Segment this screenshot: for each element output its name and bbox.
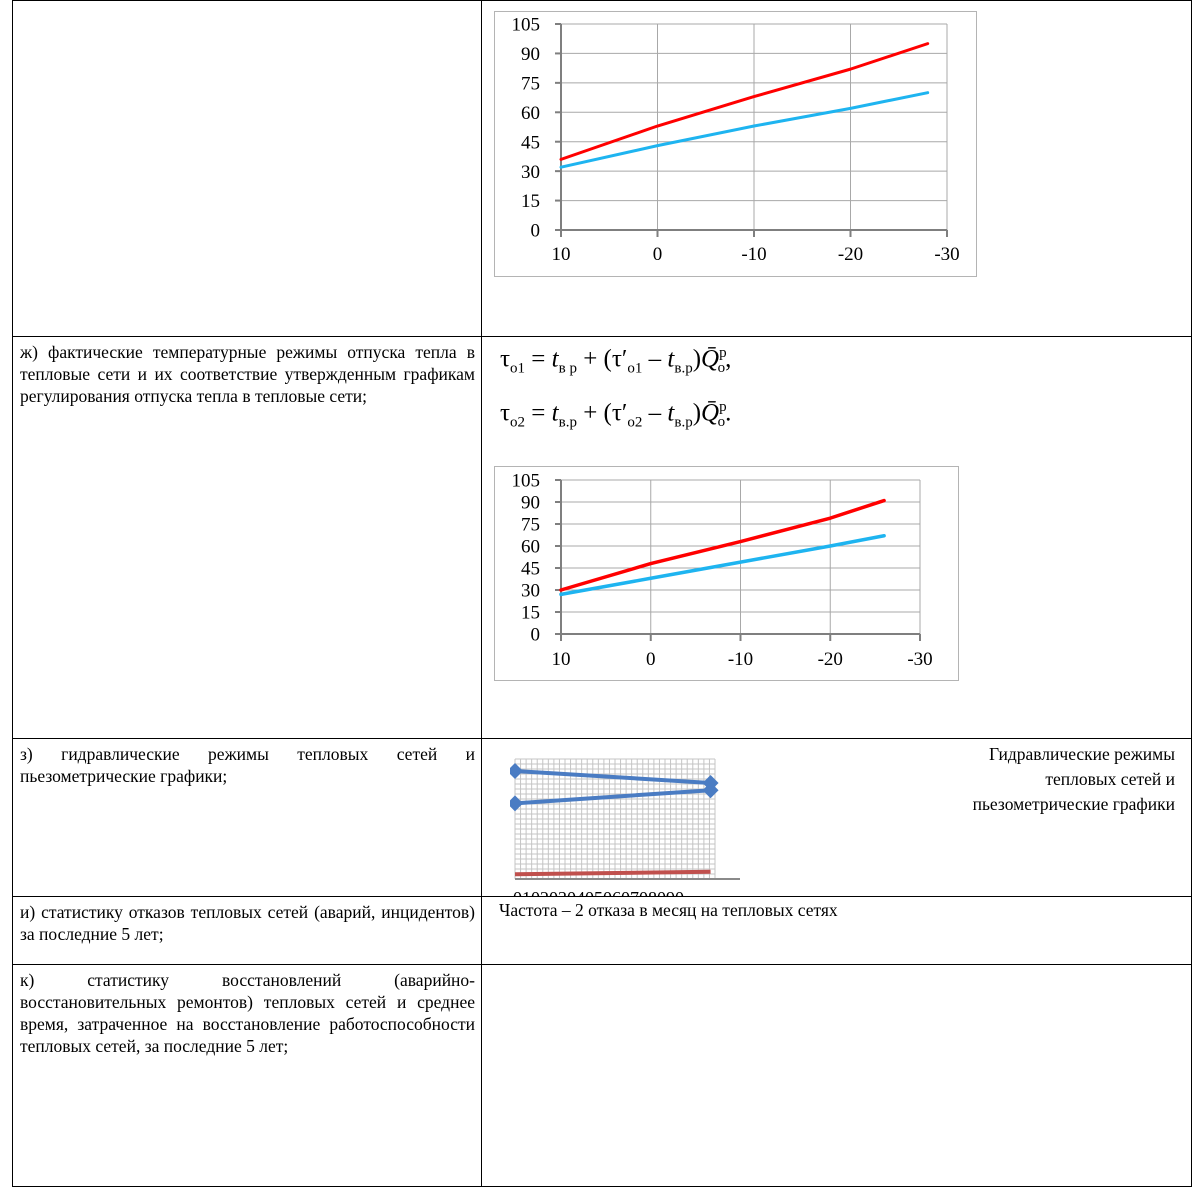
x-tick-label: -30	[907, 649, 932, 670]
row5-left-cell: к) статистику восстановлений (аварийно-в…	[12, 964, 482, 1187]
row2-right-cell: τo1 = tв р + (τ′o1 – tв.р)Q̄po, τo2 = tв…	[481, 336, 1192, 739]
row1-right-cell: 0 15 30 45 60 75 90 105 10 0 -10 -20 -30	[481, 0, 1192, 337]
y-tick-label: 45	[521, 559, 540, 580]
y-tick-label: 90	[521, 44, 540, 65]
x-tick-label: -10	[741, 244, 766, 265]
y-tick-label: 105	[512, 471, 541, 492]
diamond-marker	[510, 763, 523, 779]
temperature-chart-2: 0 15 30 45 60 75 90 105 10 0 -10 -20 -30	[494, 466, 959, 681]
y-tick-label: 45	[521, 132, 540, 153]
series-line-red	[559, 498, 886, 592]
x-tick-label: -20	[838, 244, 863, 265]
pressure-line-red	[514, 869, 711, 877]
y-tick-label: 30	[521, 162, 540, 183]
temperature-chart-1: 0 15 30 45 60 75 90 105 10 0 -10 -20 -30	[494, 11, 977, 277]
series-line-blue	[559, 533, 886, 597]
row5-left-text: к) статистику восстановлений (аварийно-в…	[20, 970, 475, 1056]
y-tick-label: 90	[521, 493, 540, 514]
hydraulic-chart-title: Гидравлические режимы тепловых сетей и п…	[972, 744, 1175, 814]
diamond-marker	[510, 795, 523, 812]
series-line-blue	[559, 91, 930, 169]
hydraulic-chart-svg: 0102030405060708090	[510, 758, 740, 897]
y-tick-label: 60	[521, 103, 540, 124]
y-tick-label: 60	[521, 537, 540, 558]
diamond-marker	[702, 782, 719, 799]
y-tick-label: 105	[512, 15, 541, 36]
row3-right-cell: Гидравлические режимы тепловых сетей и п…	[481, 738, 1192, 897]
y-tick-label: 15	[521, 603, 540, 624]
temperature-chart-1-svg: 0 15 30 45 60 75 90 105 10 0 -10 -20 -30	[512, 15, 960, 265]
x-tick-label: 0	[646, 649, 656, 670]
y-tick-label: 15	[521, 191, 540, 212]
row2-left-cell: ж) фактические температурные режимы отпу…	[12, 336, 482, 739]
formula-tau-o1: τo1 = tв р + (τ′o1 – tв.р)Q̄po,	[500, 345, 732, 377]
x-tick-label: 0	[653, 244, 663, 265]
y-tick-label: 75	[521, 74, 540, 95]
row4-right-cell: Частота – 2 отказа в месяц на тепловых с…	[481, 896, 1192, 965]
y-tick-label: 30	[521, 581, 540, 602]
row2-left-text: ж) фактические температурные режимы отпу…	[20, 342, 475, 406]
formula-tau-o2: τo2 = tв.р + (τ′o2 – tв.р)Q̄po.	[500, 399, 732, 431]
row1-left-cell	[12, 0, 482, 337]
row4-left-cell: и) статистику отказов тепловых сетей (ав…	[12, 896, 482, 965]
x-tick-label: -20	[818, 649, 843, 670]
row3-left-text: з) гидравлические режимы тепловых сетей …	[20, 744, 475, 786]
y-tick-label: 75	[521, 515, 540, 536]
y-tick-label: 0	[531, 221, 541, 242]
x-tick-label: 10	[552, 649, 571, 670]
x-tick-label: -30	[934, 244, 959, 265]
row4-left-text: и) статистику отказов тепловых сетей (ав…	[20, 902, 475, 944]
y-tick-label: 0	[531, 625, 541, 646]
x-tick-label: 10	[552, 244, 571, 265]
series-line-red	[559, 42, 930, 161]
x-tick-label: -10	[728, 649, 753, 670]
row5-right-cell	[481, 964, 1192, 1187]
row3-left-cell: з) гидравлические режимы тепловых сетей …	[12, 738, 482, 897]
x-axis-labels: 0102030405060708090	[513, 888, 684, 897]
failure-frequency-text: Частота – 2 отказа в месяц на тепловых с…	[499, 900, 838, 920]
